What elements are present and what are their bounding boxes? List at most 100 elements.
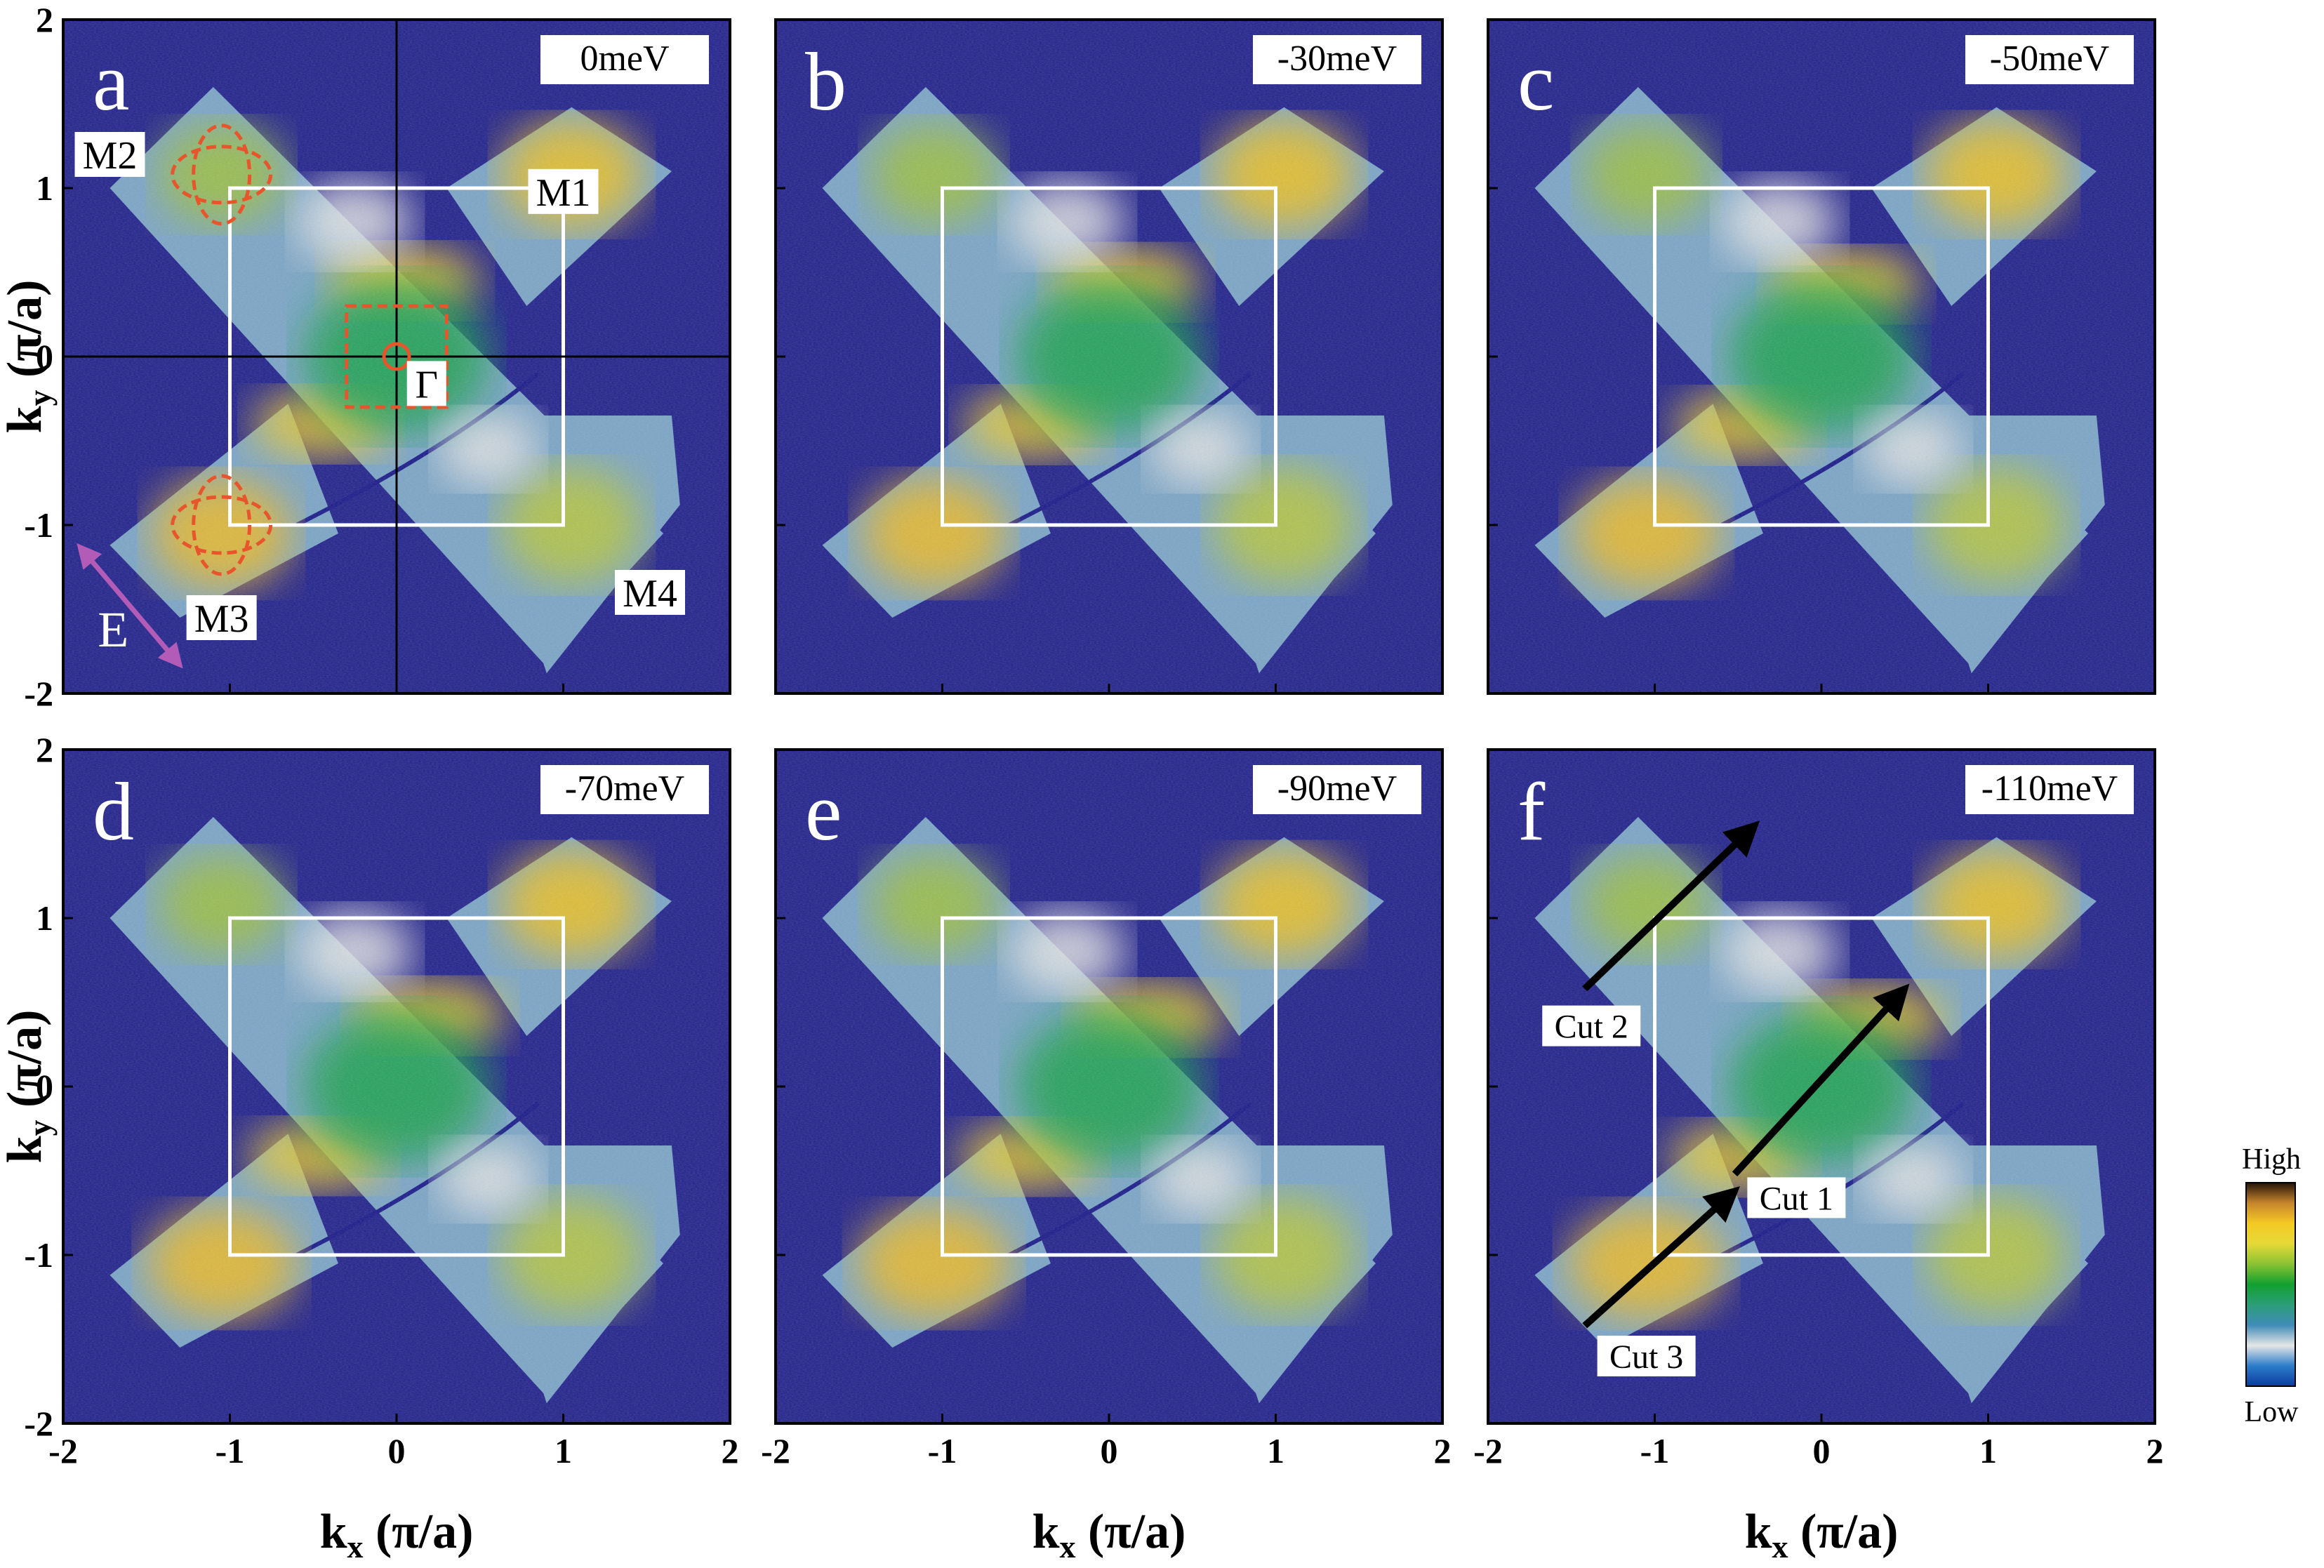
panel-letter: f [1518, 766, 1546, 858]
intensity-feature [1150, 412, 1251, 486]
intensity-feature [1583, 124, 1710, 225]
high-symmetry-label: M1 [536, 171, 591, 215]
cut-label-box [1597, 1336, 1696, 1376]
colorbar-high-label: High [2242, 1143, 2301, 1176]
y-axis-title: ky (π/a) [0, 1010, 58, 1164]
y-axis-title: ky (π/a) [0, 280, 58, 434]
energy-label-box [1253, 765, 1421, 814]
energy-label-box [540, 35, 709, 84]
cut-label: Cut 3 [1609, 1338, 1683, 1376]
intensity-feature [1573, 477, 1720, 590]
y-tick-label: -1 [24, 1235, 53, 1275]
intensity-feature [1721, 180, 1838, 264]
brillouin-zone [228, 916, 565, 1257]
energy-label: -70meV [565, 769, 684, 809]
intensity-feature [438, 412, 538, 486]
intensity-feature [1729, 1011, 1913, 1162]
intensity-feature [1721, 910, 1838, 994]
intensity-feature [1863, 412, 1963, 486]
brillouin-zone [941, 186, 1277, 527]
intensity-feature [1926, 851, 2067, 959]
m-pocket [192, 124, 252, 226]
cut-arrow [1582, 820, 1760, 992]
intensity-feature [857, 1207, 1011, 1320]
y-tick-label: 0 [36, 337, 53, 376]
energy-label: -90meV [1277, 769, 1397, 809]
intensity-feature [158, 124, 285, 225]
energy-label-box [540, 765, 709, 814]
panel-e: -2 -1 0 1 2 e -90meV [761, 748, 1452, 1470]
high-symmetry-label: Γ [416, 363, 438, 406]
high-symmetry-label: M4 [623, 572, 677, 616]
point-label-box [615, 570, 685, 615]
cut-arrow [1582, 1186, 1740, 1329]
x-tick-label: 2 [2146, 1431, 2164, 1470]
intensity-feature [1150, 1142, 1251, 1216]
intensity-feature [151, 477, 292, 590]
intensity-feature [158, 853, 285, 955]
cut-arrow [1732, 983, 1910, 1177]
y-tick-label: 2 [36, 0, 53, 39]
colorbar-scale [2245, 1182, 2296, 1387]
brillouin-zone [941, 916, 1277, 1257]
panel-b: b -30meV [774, 18, 1444, 695]
intensity-feature [438, 1142, 538, 1216]
intensity-feature [1729, 281, 1913, 432]
intensity-feature [305, 1011, 489, 1162]
cut-label: Cut 2 [1555, 1009, 1628, 1046]
panel-letter: c [1518, 36, 1554, 128]
colorbar: High Low [2242, 1143, 2301, 1428]
y-tick-label: -1 [24, 505, 53, 545]
brillouin-zone [1653, 916, 1990, 1257]
panel-letter: d [93, 766, 134, 858]
x-tick-label: 0 [1813, 1431, 1831, 1470]
brillouin-zone [1653, 186, 1990, 527]
panel-f: -2 -1 0 1 2 f -110meV Cut 1 Cut 2 Cut 3 [1473, 748, 2164, 1470]
x-tick-label: 1 [555, 1431, 572, 1470]
x-tick-label: -1 [928, 1431, 957, 1470]
m-pocket [192, 474, 252, 576]
x-tick-label: -2 [48, 1431, 78, 1470]
point-label-box [186, 595, 257, 640]
y-tick-label: 1 [36, 168, 53, 208]
x-tick-label: 0 [1101, 1431, 1118, 1470]
panel-c: c -50meV [1487, 18, 2156, 695]
energy-label: -110meV [1981, 769, 2118, 809]
x-axis-title: kx (π/a) [320, 1505, 474, 1564]
m-pocket [171, 145, 273, 205]
x-tick-label: -2 [761, 1431, 790, 1470]
energy-label: 0meV [580, 39, 669, 79]
intensity-feature [1017, 281, 1201, 432]
energy-label: -50meV [1990, 39, 2109, 79]
x-tick-label: -2 [1473, 1431, 1503, 1470]
axis-titles: kx (π/a) kx (π/a) kx (π/a) ky (π/a) ky (π/a) [0, 280, 1898, 1564]
intensity-feature [870, 124, 997, 225]
x-axis-title: kx (π/a) [1745, 1505, 1899, 1564]
energy-label: -30meV [1277, 39, 1397, 79]
panel-d: -2-2 -1 -1 0 0 1 1 2 2 d -70meV [24, 730, 738, 1470]
y-tick-label: -2 [24, 674, 53, 713]
cut-label-box [1542, 1005, 1641, 1047]
m-pocket [171, 495, 273, 555]
x-tick-label: -1 [215, 1431, 245, 1470]
high-symmetry-label: M2 [83, 134, 138, 178]
panel-a: -2 -1 0 1 2 a 0meV M1 M2 M3 M4 Γ E [24, 0, 731, 713]
intensity-feature [1017, 1011, 1201, 1162]
y-tick-label: 0 [36, 1067, 53, 1106]
intensity-feature [146, 1207, 297, 1320]
intensity-feature [1926, 121, 2067, 229]
intensity-feature [870, 853, 997, 955]
intensity-feature [1214, 851, 1355, 959]
energy-label-box [1253, 35, 1421, 84]
x-tick-label: 2 [722, 1431, 739, 1470]
panel-letter: e [805, 766, 842, 858]
gamma-center [382, 342, 411, 371]
x-tick-label: 0 [388, 1431, 406, 1470]
intensity-feature [1009, 910, 1126, 994]
x-tick-label: 2 [1434, 1431, 1452, 1470]
energy-label-box [1965, 765, 2134, 814]
intensity-feature [296, 910, 413, 994]
panel-letter: a [93, 36, 129, 128]
